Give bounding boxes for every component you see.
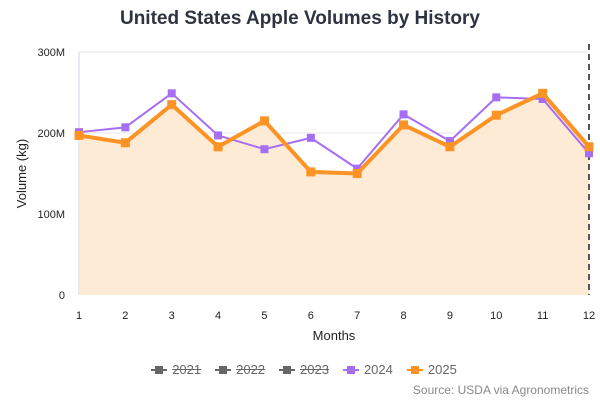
x-tick-label: 9	[447, 310, 453, 322]
data-point-2025	[259, 116, 269, 126]
data-point-2024	[121, 123, 130, 132]
series-line-2025	[78, 91, 591, 176]
x-axis-label: Months	[313, 328, 356, 343]
y-tick-label: 100M	[37, 209, 65, 221]
x-tick-label: 5	[261, 310, 267, 322]
x-tick-label: 2	[122, 310, 128, 322]
legend-item-2021[interactable]: 2021	[151, 362, 201, 377]
data-point-2024	[353, 164, 362, 173]
data-point-2025	[491, 110, 501, 120]
x-tick-label: 6	[308, 310, 314, 322]
y-tick-label: 200M	[37, 128, 65, 140]
data-point-2025	[399, 120, 409, 130]
data-point-2024	[538, 94, 547, 103]
legend-item-2025[interactable]: 2025	[406, 362, 457, 377]
legend-label: 2024	[363, 362, 393, 377]
area-2025	[79, 93, 589, 295]
x-tick-label: 3	[169, 310, 175, 322]
x-tick-label: 10	[490, 310, 502, 322]
legend-item-2024[interactable]: 2024	[342, 362, 393, 377]
legend-label: 2022	[236, 362, 266, 377]
y-tick-label: 300M	[37, 47, 65, 59]
data-point-2025	[445, 142, 455, 152]
x-tick-label: 12	[583, 310, 595, 322]
x-tick-label: 7	[354, 310, 360, 322]
data-point-2025	[213, 142, 223, 152]
data-point-2025	[352, 169, 362, 178]
legend-marker-icon	[342, 365, 359, 374]
legend-marker-icon	[406, 365, 423, 374]
legend-label: 2023	[300, 362, 329, 377]
legend: 2021 2022 2023 2024 2025	[0, 362, 600, 377]
x-tick-label: 1	[76, 310, 82, 322]
source-note: Source: USDA via Agronometrics	[412, 383, 589, 397]
x-tick-label: 11	[537, 310, 548, 322]
data-point-2024	[306, 133, 315, 142]
y-tick-label: 0	[59, 290, 65, 302]
legend-label: 2021	[172, 362, 202, 377]
legend-marker-icon	[215, 365, 232, 374]
legend-item-2023[interactable]: 2023	[279, 362, 329, 377]
data-point-2024	[214, 131, 223, 140]
data-point-2024	[167, 89, 176, 98]
legend-marker-icon	[279, 365, 296, 374]
data-point-2025	[584, 142, 594, 152]
data-point-2025	[306, 167, 316, 177]
y-axis-label: Volume (kg)	[14, 139, 29, 208]
data-point-2024	[445, 137, 454, 146]
data-point-2024	[492, 93, 501, 102]
data-point-2024	[260, 145, 269, 154]
legend-marker-icon	[151, 365, 168, 374]
series-line-2024	[78, 92, 590, 170]
data-point-2024	[585, 149, 593, 158]
data-point-2025	[74, 130, 84, 140]
legend-label: 2025	[427, 362, 457, 377]
legend-item-2022[interactable]: 2022	[215, 362, 265, 377]
data-point-2024	[399, 110, 408, 119]
data-point-2025	[167, 100, 177, 110]
chart-title: United States Apple Volumes by History	[119, 8, 481, 29]
x-tick-label: 8	[400, 310, 406, 322]
data-point-2025	[120, 138, 130, 148]
data-point-2025	[538, 88, 548, 98]
x-tick-label: 4	[215, 310, 221, 322]
